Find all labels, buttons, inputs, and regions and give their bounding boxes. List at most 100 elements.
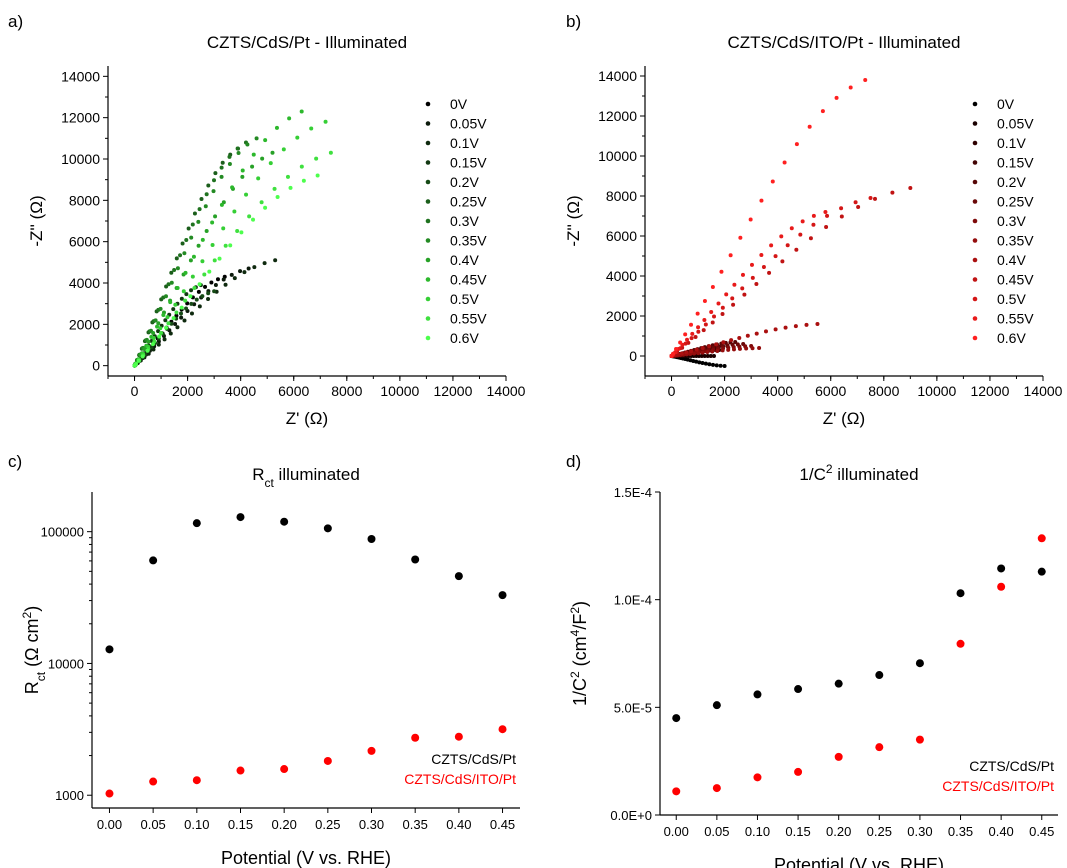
data-point <box>221 226 226 231</box>
data-point <box>742 292 747 297</box>
data-point <box>184 292 189 297</box>
data-point <box>238 269 243 274</box>
y-tick-label: 1.0E-4 <box>614 593 652 608</box>
data-point <box>693 334 698 339</box>
data-point <box>785 243 790 248</box>
y-tick-label: 6000 <box>69 234 100 250</box>
data-point <box>820 109 825 114</box>
text-span: illuminated <box>833 465 919 484</box>
data-point <box>254 136 259 141</box>
y-tick-label: 10000 <box>598 148 637 164</box>
legend-label: 0.25V <box>450 194 487 210</box>
data-point <box>174 256 179 261</box>
data-point <box>157 334 162 339</box>
chart-b-nyquist-ito: 0 2000 4000 6000 8000 10000 12000 14000 0 2000 400… <box>564 33 1063 428</box>
data-point <box>750 346 755 351</box>
y-tick-label: 1000 <box>55 788 84 803</box>
legend-marker <box>972 316 978 321</box>
data-point <box>212 258 217 263</box>
data-point <box>105 645 114 654</box>
y-tick-label: 2000 <box>69 316 100 332</box>
x-tick-label: 0.35 <box>948 824 973 839</box>
data-point <box>915 735 924 744</box>
data-point <box>702 354 707 358</box>
data-point <box>156 342 161 347</box>
data-point <box>151 330 156 335</box>
text-span: 2 <box>826 462 833 476</box>
data-point <box>779 234 784 239</box>
chart-a-nyquist-pt: 0 2000 4000 6000 8000 10000 12000 14000 0 2000 400… <box>27 33 526 428</box>
data-point <box>263 205 268 210</box>
data-point <box>314 156 319 161</box>
data-point <box>730 296 735 301</box>
y-tick-label: 12000 <box>598 108 637 124</box>
data-point <box>173 302 178 307</box>
data-point <box>200 259 205 264</box>
data-point <box>273 258 278 263</box>
legend-marker <box>972 140 978 146</box>
x-axis-label: Z' (Ω) <box>286 409 328 428</box>
data-point <box>204 192 209 197</box>
data-point <box>189 301 194 306</box>
data-point <box>703 322 708 327</box>
data-point <box>156 329 161 334</box>
data-point <box>105 789 114 798</box>
data-point <box>834 752 843 761</box>
data-point <box>287 116 292 121</box>
data-point <box>169 280 174 285</box>
data-point <box>272 186 277 191</box>
data-point <box>710 349 715 354</box>
data-point <box>183 298 188 303</box>
data-point <box>753 690 762 699</box>
data-point <box>181 289 186 294</box>
data-point <box>239 230 244 235</box>
x-tick-label: 0.20 <box>272 817 297 832</box>
x-tick-label: 8000 <box>331 383 362 399</box>
data-point <box>200 294 205 299</box>
data-point <box>695 311 700 316</box>
data-point <box>875 743 884 752</box>
data-point <box>808 236 813 241</box>
data-point <box>299 109 304 114</box>
chart-title: 1/C2 illuminated <box>799 462 918 484</box>
data-point <box>729 338 734 343</box>
data-point <box>720 348 725 353</box>
data-point <box>260 156 265 161</box>
data-point <box>411 555 420 564</box>
data-point <box>219 202 224 207</box>
data-point <box>711 362 716 367</box>
data-point <box>411 733 420 742</box>
data-point <box>178 311 183 316</box>
legend-label: 0V <box>997 96 1015 112</box>
text-span: ct <box>34 671 48 681</box>
data-point <box>728 253 733 258</box>
legend-label: 0.5V <box>450 291 479 307</box>
data-point <box>236 151 241 156</box>
chart-title: Rct illuminated <box>252 465 360 490</box>
x-tick-label: 0 <box>131 383 139 399</box>
chart-c-rct: 0.00 0.05 0.10 0.15 0.20 0.25 0.30 0.35 0.40 0.45… <box>20 465 520 868</box>
x-tick-label: 4000 <box>225 383 256 399</box>
y-tick-label: 0.0E+0 <box>610 808 652 823</box>
text-span: ct <box>264 476 274 490</box>
y-axis-label: 1/C2 (cm4/F2) <box>568 601 590 706</box>
data-point <box>190 274 195 279</box>
series-czts-cds-pt <box>672 564 1046 723</box>
x-tick-label: 0.00 <box>664 824 689 839</box>
data-point <box>694 347 699 352</box>
data-point <box>834 95 839 100</box>
data-point <box>761 265 766 270</box>
legend-label: CZTS/CdS/Pt <box>431 751 516 767</box>
legend-marker <box>425 179 431 185</box>
data-point <box>798 232 803 237</box>
data-point <box>140 354 145 359</box>
data-point <box>230 185 235 190</box>
data-point <box>202 272 207 277</box>
panel-label-a: a) <box>8 12 24 31</box>
data-point <box>213 171 218 176</box>
data-point <box>162 337 167 342</box>
x-tick-label: 0.30 <box>359 817 384 832</box>
data-point <box>804 322 809 327</box>
x-tick-label: 0 <box>668 383 676 399</box>
data-point <box>689 336 694 341</box>
